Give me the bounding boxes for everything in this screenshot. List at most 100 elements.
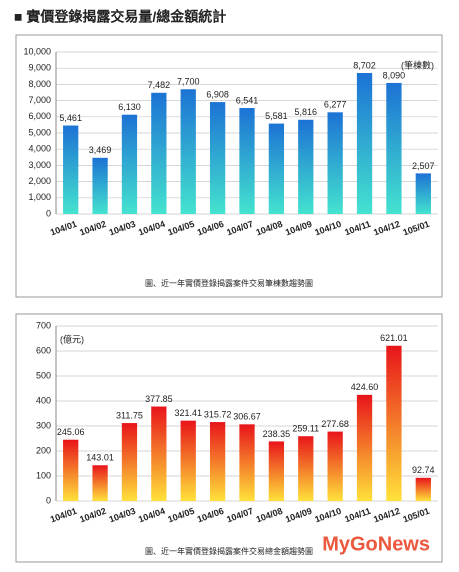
- value-label: 5,581: [265, 111, 288, 121]
- value-label: 5,461: [59, 113, 82, 123]
- bar: [239, 424, 255, 501]
- y-tick-label: 7,000: [28, 95, 51, 105]
- y-tick-label: 500: [36, 370, 51, 380]
- bar: [92, 465, 108, 501]
- x-tick-label: 104/03: [108, 506, 137, 525]
- caption: 圖、近一年實價登錄揭露案件交易總金額趨勢圖: [145, 546, 313, 556]
- value-label: 8,702: [353, 60, 376, 70]
- value-label: 7,482: [148, 80, 171, 90]
- value-label: 621.01: [380, 333, 408, 343]
- bar: [327, 112, 343, 214]
- value-label: 92.74: [412, 465, 435, 475]
- bar: [180, 420, 196, 501]
- unit-label: (筆棟數): [401, 59, 434, 70]
- y-tick-label: 600: [36, 345, 51, 355]
- unit-label: (億元): [60, 333, 84, 344]
- bar: [298, 436, 314, 501]
- value-label: 6,130: [118, 102, 141, 112]
- value-label: 2,507: [412, 161, 435, 171]
- x-tick-label: 104/05: [166, 506, 195, 525]
- value-label: 321.41: [174, 408, 202, 418]
- value-label: 245.06: [57, 427, 85, 437]
- y-tick-label: 6,000: [28, 111, 51, 121]
- x-tick-label: 104/11: [343, 506, 372, 525]
- y-tick-label: 200: [36, 445, 51, 455]
- x-tick-label: 104/01: [49, 506, 78, 525]
- bar: [63, 439, 79, 501]
- bar: [180, 89, 196, 214]
- x-tick-label: 104/09: [284, 219, 313, 238]
- bar: [268, 123, 285, 214]
- value-label: 8,090: [383, 70, 406, 80]
- x-tick-label: 104/12: [372, 506, 401, 525]
- y-tick-label: 700: [36, 320, 51, 330]
- x-tick-label: 104/10: [313, 219, 342, 238]
- y-tick-label: 5,000: [28, 127, 51, 137]
- watermark: MyGoNews: [322, 533, 430, 555]
- y-tick-label: 8,000: [28, 79, 51, 89]
- bar: [239, 108, 255, 214]
- caption: 圖、近一年實價登錄揭露案件交易筆棟數趨勢圖: [145, 278, 313, 288]
- chart-frame: [15, 313, 443, 563]
- y-tick-label: 2,000: [28, 176, 51, 186]
- bar: [356, 394, 373, 501]
- y-tick-label: 10,000: [23, 46, 51, 56]
- x-tick-label: 104/10: [313, 506, 342, 525]
- bar: [386, 345, 402, 501]
- value-label: 315.72: [204, 409, 232, 419]
- value-label: 5,816: [295, 107, 318, 117]
- value-label: 3,469: [89, 145, 112, 155]
- x-tick-label: 104/12: [372, 219, 401, 238]
- value-label: 238.35: [263, 429, 291, 439]
- x-tick-label: 104/04: [137, 219, 166, 238]
- value-label: 424.60: [351, 382, 379, 392]
- bar: [63, 125, 79, 214]
- value-label: 7,700: [177, 77, 200, 87]
- x-tick-label: 104/09: [284, 506, 313, 525]
- value-label: 259.11: [292, 424, 319, 434]
- value-label: 143.01: [86, 453, 114, 463]
- value-label: 6,277: [324, 100, 347, 110]
- bar: [151, 406, 167, 501]
- bar: [356, 73, 373, 214]
- y-tick-label: 3,000: [28, 160, 51, 170]
- bar: [151, 92, 167, 214]
- x-tick-label: 104/05: [166, 219, 195, 238]
- page-title: ■ 實價登錄揭露交易量/總金額統計: [14, 9, 226, 25]
- value-label: 377.85: [145, 394, 173, 404]
- x-tick-label: 104/03: [108, 219, 137, 238]
- y-tick-label: 9,000: [28, 63, 51, 73]
- bar: [268, 441, 285, 501]
- bar: [92, 157, 108, 214]
- bar: [415, 477, 431, 501]
- value-label: 6,541: [236, 95, 259, 105]
- x-tick-label: 104/02: [78, 219, 107, 238]
- y-tick-label: 1,000: [28, 192, 51, 202]
- bar: [415, 173, 431, 214]
- value-label: 6,908: [206, 89, 229, 99]
- bar: [386, 82, 402, 214]
- y-tick-label: 0: [46, 495, 51, 505]
- x-tick-label: 104/07: [225, 506, 254, 525]
- x-tick-label: 104/11: [343, 219, 372, 238]
- x-tick-label: 104/07: [225, 219, 254, 238]
- y-tick-label: 4,000: [28, 144, 51, 154]
- y-tick-label: 300: [36, 420, 51, 430]
- x-tick-label: 104/08: [255, 506, 284, 525]
- x-tick-label: 105/01: [402, 219, 431, 238]
- x-tick-label: 104/08: [255, 219, 284, 238]
- x-tick-label: 105/01: [402, 506, 431, 525]
- y-tick-label: 0: [46, 208, 51, 218]
- y-tick-label: 100: [36, 470, 51, 480]
- bar: [121, 423, 138, 501]
- value-label: 311.75: [116, 410, 143, 420]
- x-tick-label: 104/04: [137, 506, 166, 525]
- value-label: 277.68: [321, 419, 349, 429]
- x-tick-label: 104/01: [49, 219, 78, 238]
- bar: [298, 119, 314, 214]
- bar: [121, 114, 138, 214]
- x-tick-label: 104/02: [78, 506, 107, 525]
- bar: [327, 431, 343, 501]
